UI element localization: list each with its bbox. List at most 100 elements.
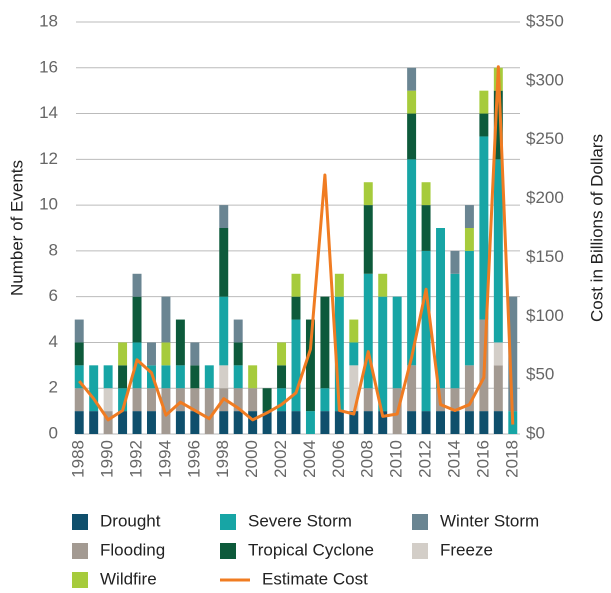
bar-segment [74,365,84,389]
bar-segment [363,411,373,434]
legend-label: Severe Storm [248,511,352,530]
bar-segment [305,411,315,434]
bar-segment [479,90,489,114]
bar-segment [190,365,200,389]
y2-tick-label: $300 [526,70,564,89]
bar-segment [89,365,99,412]
bar-segment [233,365,243,389]
x-tick-label: 2002 [271,440,290,478]
y-tick-label: 2 [49,378,58,397]
bar-segment [233,342,243,366]
x-tick-label: 2008 [358,440,377,478]
y2-axis-title: Cost in Billions of Dollars [587,134,606,322]
bar-segment [132,388,142,412]
bar-segment [493,342,503,366]
bar-segment [74,342,84,366]
bar-segment [464,205,474,228]
bar-segment [277,365,287,389]
y2-tick-label: $200 [526,188,564,207]
y-tick-label: 10 [39,195,58,214]
legend-swatch [72,543,88,559]
legend-swatch [72,572,88,588]
bar-segment [103,411,113,434]
bar-segment [89,411,99,434]
bar-segment [147,411,156,434]
bar-segment [204,388,214,434]
bar-segment [219,365,229,389]
bar-segment [378,273,388,297]
y2-tick-label: $100 [526,306,564,325]
x-tick-label: 1988 [69,440,88,478]
bar-segment [464,228,474,251]
bar-segment [464,250,474,366]
bar-segment [103,388,113,412]
bar-segment [262,411,272,434]
x-tick-label: 2016 [473,440,492,478]
x-tick-label: 1992 [127,440,146,478]
legend-swatch [72,514,88,530]
bar-segment [479,136,489,320]
bar-segment [132,411,142,434]
y-tick-label: 0 [49,423,58,442]
bar-segment [436,228,445,389]
y2-tick-label: $0 [526,423,545,442]
bar-segment [464,365,474,412]
bar-segment [421,250,431,412]
bar-segment [407,90,417,114]
bar-segment [464,411,474,434]
bar-segment [407,113,417,160]
y2-tick-label: $350 [526,11,564,30]
bar-segment [147,388,156,412]
x-tick-label: 2010 [387,440,406,478]
bar-segment [421,411,431,434]
bar-segment [436,411,445,434]
bar-segment [248,365,258,389]
legend-label: Tropical Cyclone [248,540,374,559]
bar-segment [479,411,489,434]
y-tick-label: 16 [39,57,58,76]
bar-segment [74,388,84,412]
bar-segment [161,296,171,343]
bar-segment [508,296,518,412]
x-tick-label: 2012 [416,440,435,478]
legend-label: Winter Storm [440,511,539,530]
y-tick-label: 12 [39,149,58,168]
bar-segment [407,67,417,91]
bar-segment [190,388,200,412]
bar-segment [493,90,503,160]
bar-segment [450,273,460,389]
bar-segment [493,159,503,343]
bar-segment [421,182,431,206]
bar-segment [175,388,185,412]
bar-segment [118,342,128,366]
y2-tick-label: $250 [526,129,564,148]
bar-segment [291,319,301,412]
bar-segment [334,296,344,412]
bar-segment [407,365,417,412]
bar-segment [305,319,315,412]
x-tick-label: 1998 [213,440,232,478]
bar-segment [219,296,229,366]
x-tick-label: 2014 [444,440,463,478]
bar-segment [291,273,301,297]
y-tick-label: 14 [39,103,58,122]
bar-segment [363,205,373,274]
y-tick-label: 8 [49,240,58,259]
y-axis-title: Number of Events [7,160,26,296]
bar-segment [248,388,258,412]
bar-segment [219,205,229,228]
bar-segment [421,205,431,251]
legend-swatch [412,543,428,559]
bar-segment [175,411,185,434]
bar-segment [378,296,388,412]
bar-segment [320,296,330,389]
bar-segment [493,365,503,412]
legend-label: Freeze [440,540,493,559]
bar-segment [363,388,373,412]
x-tick-label: 2004 [300,440,319,478]
y2-tick-label: $50 [526,365,554,384]
bar-segment [363,273,373,389]
bar-segment [277,388,287,412]
bar-segment [233,319,243,343]
